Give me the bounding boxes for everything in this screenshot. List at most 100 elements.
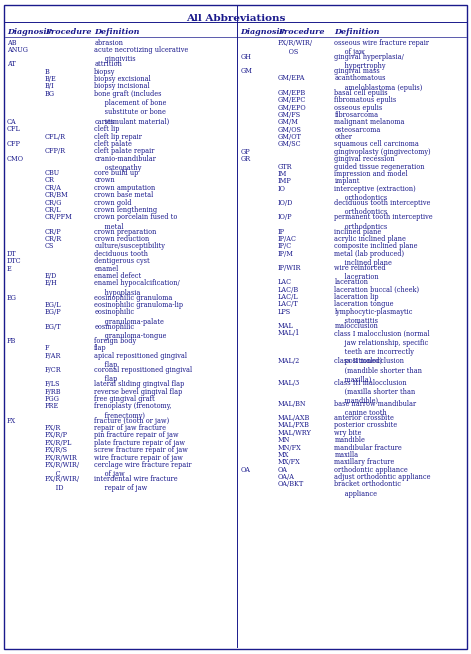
Text: EG/T: EG/T	[45, 322, 61, 331]
Text: Diagnosis: Diagnosis	[240, 28, 284, 36]
Text: B/E: B/E	[45, 75, 57, 83]
Text: reverse bevel gingival flap: reverse bevel gingival flap	[94, 388, 182, 396]
Text: FX/R/S: FX/R/S	[45, 446, 68, 454]
Text: IO: IO	[278, 185, 286, 193]
Text: apical repositioned gingival
     flap: apical repositioned gingival flap	[94, 352, 187, 369]
Text: eosinophilic granuloma: eosinophilic granuloma	[94, 294, 172, 301]
Text: osteosarcoma: osteosarcoma	[334, 126, 381, 133]
Text: AB: AB	[7, 39, 16, 46]
Text: E/D: E/D	[45, 272, 57, 280]
Text: MN: MN	[278, 436, 290, 444]
Text: anterior crossbite: anterior crossbite	[334, 414, 394, 422]
Text: laceration buccal (cheek): laceration buccal (cheek)	[334, 286, 420, 294]
Text: B: B	[45, 67, 49, 76]
Text: cleft lip: cleft lip	[94, 125, 120, 133]
Text: interceptive (extraction)
     orthodontics: interceptive (extraction) orthodontics	[334, 185, 416, 202]
Text: E/H: E/H	[45, 279, 57, 287]
Text: AT: AT	[7, 60, 16, 68]
Text: LPS: LPS	[278, 308, 291, 316]
Text: FX/R/WIR/
     ID: FX/R/WIR/ ID	[45, 475, 80, 492]
Text: crown base metal: crown base metal	[94, 191, 154, 199]
Text: frenoplasty (frenotomy,
     frenectomy): frenoplasty (frenotomy, frenectomy)	[94, 402, 172, 419]
Text: culture/susceptibility: culture/susceptibility	[94, 243, 165, 250]
Text: IP/M: IP/M	[278, 250, 294, 258]
Text: GM/EPA: GM/EPA	[278, 75, 305, 82]
Text: CS: CS	[45, 243, 54, 250]
Text: E: E	[7, 264, 12, 273]
Text: GM/OS: GM/OS	[278, 126, 302, 133]
Text: wire reinforced
     laceration: wire reinforced laceration	[334, 264, 386, 281]
Text: IP/WIR: IP/WIR	[278, 264, 301, 272]
Text: orthodontic appliance: orthodontic appliance	[334, 466, 408, 473]
Text: CR/L: CR/L	[45, 206, 61, 214]
Text: MAL: MAL	[278, 322, 294, 330]
Text: GM/FS: GM/FS	[278, 111, 301, 119]
Text: other: other	[334, 133, 352, 141]
Text: fibromatous epulis: fibromatous epulis	[334, 96, 397, 104]
Text: IP/AC: IP/AC	[278, 235, 297, 243]
Text: MX/FX: MX/FX	[278, 458, 300, 466]
Text: cleft palate: cleft palate	[94, 140, 132, 148]
Text: LAC/T: LAC/T	[278, 300, 299, 309]
Text: deciduous tooth: deciduous tooth	[94, 250, 148, 258]
Text: metal (lab produced)
     inclined plane: metal (lab produced) inclined plane	[334, 250, 405, 267]
Text: GM: GM	[240, 67, 252, 75]
Text: adjust orthodontic appliance: adjust orthodontic appliance	[334, 473, 431, 481]
Text: eosinophilic
     granuloma-tongue: eosinophilic granuloma-tongue	[94, 322, 167, 340]
Text: LAC: LAC	[278, 279, 292, 286]
Text: crown porcelain fused to
     metal: crown porcelain fused to metal	[94, 213, 178, 230]
Text: OA: OA	[240, 466, 250, 473]
Text: LAC/B: LAC/B	[278, 286, 299, 294]
Text: crown preparation: crown preparation	[94, 228, 156, 235]
Text: cerclage wire fracture repair
     of jaw: cerclage wire fracture repair of jaw	[94, 461, 192, 478]
Text: All Abbreviations: All Abbreviations	[186, 14, 285, 24]
Text: CMO: CMO	[7, 155, 24, 163]
Text: coronal repositioned gingival
     flap: coronal repositioned gingival flap	[94, 366, 192, 383]
Text: foreign body: foreign body	[94, 337, 136, 345]
Text: FX/R/WIR: FX/R/WIR	[45, 453, 78, 462]
Text: Procedure: Procedure	[45, 28, 91, 36]
Text: DTC: DTC	[7, 257, 22, 265]
Text: enamel defect: enamel defect	[94, 272, 141, 280]
Text: plate fracture repair of jaw: plate fracture repair of jaw	[94, 439, 185, 447]
Text: FX/R/P: FX/R/P	[45, 432, 68, 439]
Text: LAC/L: LAC/L	[278, 293, 299, 301]
Text: crown: crown	[94, 177, 115, 184]
Text: biopsy: biopsy	[94, 67, 115, 76]
Text: gingival recession: gingival recession	[334, 155, 395, 164]
Text: lymphocytic-plasmaytic
     stomatitis: lymphocytic-plasmaytic stomatitis	[334, 308, 413, 325]
Text: F/AR: F/AR	[45, 352, 61, 360]
Text: CR: CR	[45, 177, 55, 184]
Text: mandible: mandible	[334, 436, 365, 444]
Text: MAL/WRY: MAL/WRY	[278, 429, 312, 437]
Text: GM/EPC: GM/EPC	[278, 96, 306, 104]
Text: F/LS: F/LS	[45, 380, 60, 388]
Text: OA/BKT: OA/BKT	[278, 481, 304, 489]
Text: FRE: FRE	[45, 402, 59, 410]
Text: abrasion: abrasion	[94, 39, 123, 46]
Text: dentigerous cyst: dentigerous cyst	[94, 257, 150, 265]
Text: basal cell epulis: basal cell epulis	[334, 89, 388, 97]
Text: MN/FX: MN/FX	[278, 443, 301, 451]
Text: Procedure: Procedure	[278, 28, 325, 36]
Text: OA/A: OA/A	[278, 473, 295, 481]
Text: GR: GR	[240, 155, 251, 164]
Text: IMP: IMP	[278, 177, 292, 186]
Text: FX/R/PL: FX/R/PL	[45, 439, 72, 447]
Text: acute necrotizing ulcerative
     gingivitis: acute necrotizing ulcerative gingivitis	[94, 46, 188, 63]
Text: FX/R/WIR/
     OS: FX/R/WIR/ OS	[278, 39, 313, 56]
Text: CR/BM: CR/BM	[45, 191, 68, 199]
Text: base narrow mandibular
     canine tooth: base narrow mandibular canine tooth	[334, 400, 416, 417]
Text: GH: GH	[240, 53, 251, 61]
Text: composite inclined plane: composite inclined plane	[334, 243, 418, 250]
Text: eosinophilic
     granuloma-palate: eosinophilic granuloma-palate	[94, 308, 164, 326]
Text: MAL/2: MAL/2	[278, 358, 300, 366]
Text: IP: IP	[278, 228, 285, 235]
Text: osseous epulis: osseous epulis	[334, 103, 382, 112]
Text: wire fracture repair of jaw: wire fracture repair of jaw	[94, 453, 183, 462]
Text: permanent tooth interceptive
     orthodontics: permanent tooth interceptive orthodontic…	[334, 213, 433, 230]
Text: MAL/1: MAL/1	[278, 330, 300, 337]
Text: class I malocclusion (normal
     jaw relationship, specific
     teeth are inco: class I malocclusion (normal jaw relatio…	[334, 330, 430, 365]
Text: maxilla: maxilla	[334, 451, 358, 459]
Text: BG: BG	[45, 90, 55, 98]
